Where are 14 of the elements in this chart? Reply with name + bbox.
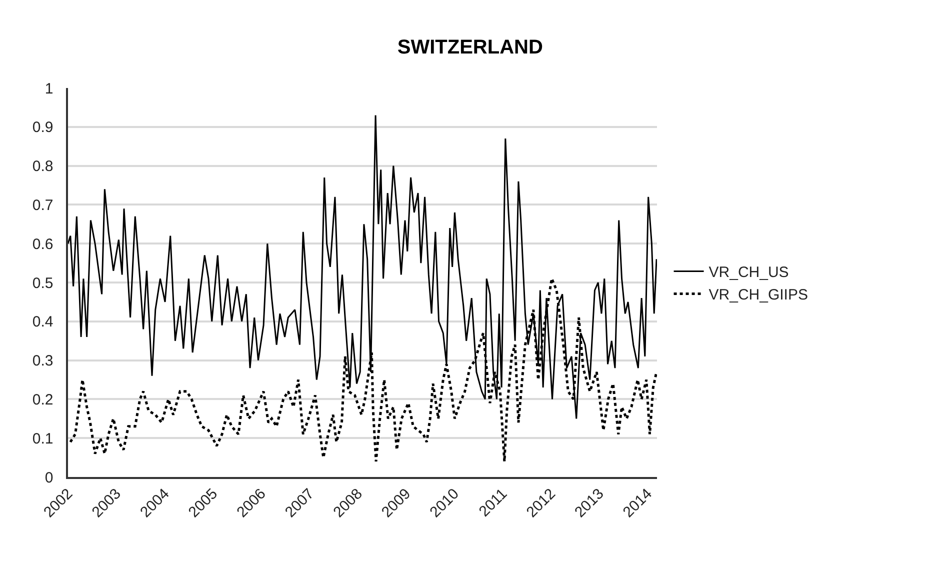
y-tick-label: 0 bbox=[44, 469, 54, 486]
legend-label: VR_CH_GIIPS bbox=[708, 286, 808, 304]
y-tick-label: 0.5 bbox=[32, 274, 54, 292]
y-tick-label: 0.7 bbox=[32, 196, 54, 214]
y-tick-label: 0.6 bbox=[32, 236, 54, 253]
chart-title: SWITZERLAND bbox=[397, 36, 543, 58]
y-tick-label: 0.8 bbox=[32, 158, 54, 176]
y-tick-label: 0.3 bbox=[32, 352, 54, 370]
y-tick-label: 0.9 bbox=[32, 119, 54, 136]
y-tick-label: 0.2 bbox=[32, 391, 54, 408]
y-tick-label: 0.4 bbox=[32, 314, 54, 331]
y-tick-label: 0.1 bbox=[32, 430, 54, 448]
y-tick-label: 1 bbox=[44, 80, 54, 98]
legend-label: VR_CH_US bbox=[708, 264, 789, 282]
